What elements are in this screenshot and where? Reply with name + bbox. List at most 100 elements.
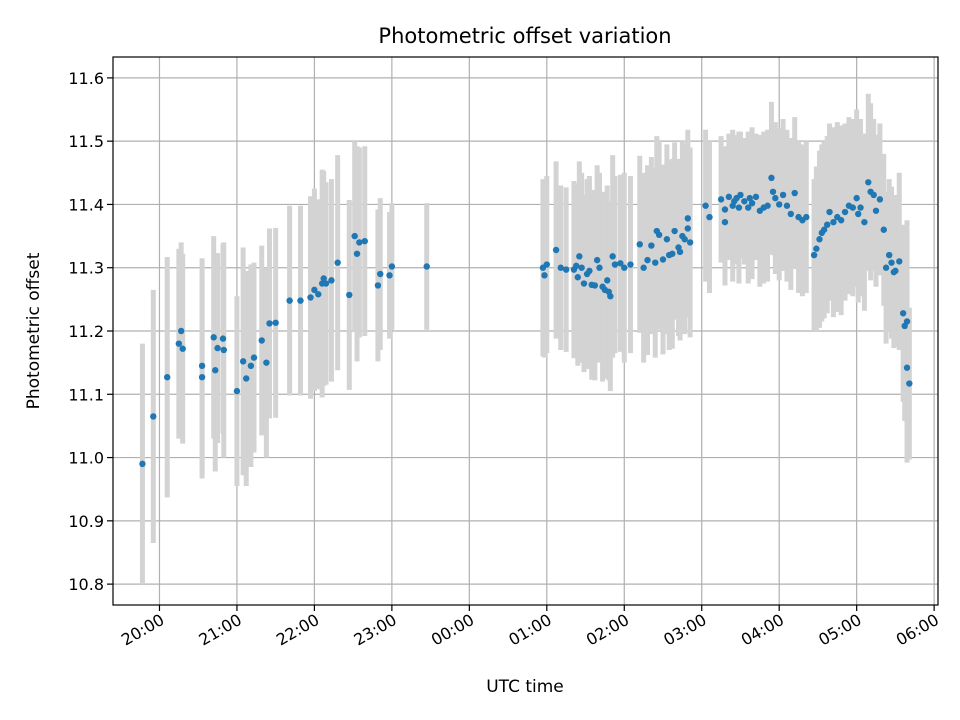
data-point <box>768 174 775 182</box>
data-point <box>311 286 318 294</box>
data-point <box>652 259 659 266</box>
data-point <box>737 191 744 199</box>
data-point <box>322 280 330 287</box>
data-point <box>388 263 396 270</box>
data-point <box>880 226 887 233</box>
y-tick-label: 11.1 <box>68 385 104 404</box>
data-point <box>557 264 564 271</box>
data-point <box>741 198 748 205</box>
data-point <box>212 367 219 374</box>
x-tick-label: 06:00 <box>893 610 942 650</box>
x-tick-label: 20:00 <box>118 610 167 650</box>
x-tick-label: 03:00 <box>660 610 709 650</box>
data-point <box>655 231 663 239</box>
data-point <box>636 241 643 248</box>
x-tick-label: 00:00 <box>428 610 477 650</box>
data-point <box>684 215 691 222</box>
data-point <box>745 204 752 211</box>
data-point <box>179 345 186 352</box>
data-point <box>243 375 250 382</box>
data-point <box>272 319 279 326</box>
data-point <box>783 202 791 209</box>
data-point <box>247 362 255 370</box>
data-point <box>830 218 837 226</box>
data-point <box>775 201 783 208</box>
data-point <box>374 282 382 289</box>
data-point <box>356 239 363 246</box>
data-point <box>648 242 655 249</box>
data-point <box>813 245 820 252</box>
data-point <box>676 248 684 256</box>
data-point <box>892 267 899 275</box>
data-point <box>721 206 729 213</box>
data-point <box>681 236 688 243</box>
data-point <box>721 218 729 226</box>
data-point <box>543 261 551 268</box>
data-point <box>307 294 314 301</box>
data-point <box>250 354 258 361</box>
data-point <box>861 218 868 226</box>
data-point <box>220 346 227 354</box>
data-point <box>810 251 818 259</box>
data-point <box>175 340 183 347</box>
data-point <box>423 263 430 270</box>
data-point <box>906 380 913 387</box>
data-point <box>872 207 880 214</box>
y-tick-label: 10.8 <box>68 575 104 594</box>
data-point <box>573 262 580 270</box>
data-point <box>386 272 393 279</box>
data-point <box>748 199 756 207</box>
data-point <box>578 264 585 271</box>
data-point <box>233 387 241 395</box>
data-point <box>361 237 368 245</box>
data-point <box>855 210 862 218</box>
data-point <box>746 194 753 202</box>
data-point <box>574 274 581 281</box>
data-point <box>286 297 293 304</box>
data-point <box>870 191 877 199</box>
data-point <box>769 188 777 195</box>
data-point <box>139 460 146 468</box>
data-point <box>607 292 614 300</box>
data-point <box>164 373 171 381</box>
data-point <box>663 236 671 243</box>
data-point <box>258 337 265 344</box>
data-point <box>826 208 833 216</box>
data-point <box>328 277 335 284</box>
y-tick-label: 11.6 <box>68 69 104 88</box>
y-tick-label: 11.4 <box>68 195 104 214</box>
data-point <box>803 213 810 221</box>
data-point <box>353 250 361 257</box>
data-point <box>627 261 634 268</box>
data-point <box>591 282 599 289</box>
data-point <box>659 256 667 263</box>
data-point <box>210 334 217 341</box>
data-point <box>702 202 709 209</box>
data-point <box>791 189 798 197</box>
y-tick-label: 11.3 <box>68 259 104 278</box>
data-point <box>621 264 628 271</box>
data-point <box>882 264 890 271</box>
data-point <box>541 272 548 279</box>
data-point <box>177 327 185 335</box>
data-point <box>586 267 593 275</box>
x-axis-ticks: 20:00 21:00 22:00 23:00 00:00 01:00 02:00 03:00… <box>118 605 942 650</box>
data-point <box>669 250 676 257</box>
y-tick-label: 11.0 <box>68 449 104 468</box>
data-point <box>896 258 903 265</box>
data-points <box>139 174 913 468</box>
data-point <box>239 358 247 365</box>
data-point <box>552 246 560 254</box>
data-point <box>857 204 864 211</box>
y-axis-ticks: 10.8 10.9 11.0 11.1 11.2 11.3 11.4 11.5 11.6 <box>68 69 113 594</box>
data-point <box>320 275 327 282</box>
data-point <box>263 359 270 366</box>
data-point <box>609 253 616 260</box>
data-point <box>617 260 624 267</box>
x-tick-label: 04:00 <box>738 610 787 650</box>
data-point <box>198 373 206 381</box>
x-tick-label: 01:00 <box>505 610 554 650</box>
data-point <box>899 310 907 317</box>
x-axis-label: UTC time <box>486 677 564 697</box>
